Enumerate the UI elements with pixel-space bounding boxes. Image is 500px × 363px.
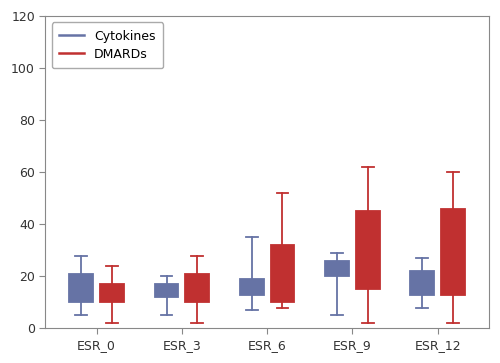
PathPatch shape [441,209,465,295]
PathPatch shape [356,211,380,289]
Legend: Cytokines, DMARDs: Cytokines, DMARDs [52,23,163,68]
PathPatch shape [325,261,349,276]
PathPatch shape [154,284,178,297]
PathPatch shape [240,279,264,295]
PathPatch shape [186,274,209,302]
PathPatch shape [100,284,124,302]
PathPatch shape [410,271,434,295]
PathPatch shape [270,245,294,302]
PathPatch shape [70,274,93,302]
